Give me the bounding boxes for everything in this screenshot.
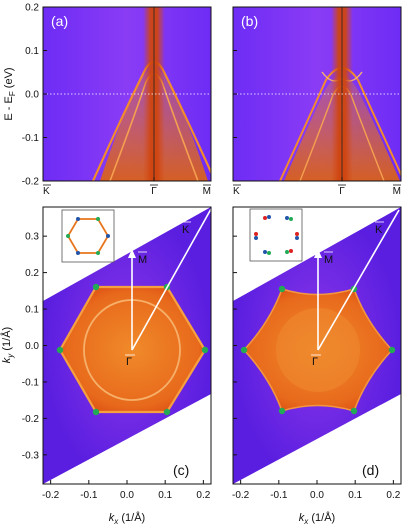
top-y-axis-title: E - EF (eV) xyxy=(3,67,17,120)
panel-b-x-tick-label: Γ xyxy=(339,186,345,197)
panel-d-inset xyxy=(249,208,303,262)
bottom-y-axis-title: ky (1/Å) xyxy=(0,327,15,363)
panel-c-node-1 xyxy=(92,283,100,291)
panel-c-label: (c) xyxy=(173,462,189,478)
panel-d-x-tick-label: 0.1 xyxy=(348,490,362,501)
panel-c-inset-node xyxy=(76,251,80,255)
panel-c-inset-node xyxy=(66,234,70,238)
panel-a-x-tick-label: Γ xyxy=(151,186,157,197)
axes-layer: 0.20.10.0-0.1-0.2K Γ M K Γ M0.30.20.10.0-0.1-… xyxy=(22,3,402,501)
panel-c-x-tick-label: 0.1 xyxy=(158,490,172,501)
panel-d-x-tick-label: -0.1 xyxy=(270,490,288,501)
panel-d-x-tick-label: -0.2 xyxy=(232,490,250,501)
panel-c-m-arrowhead xyxy=(128,249,136,258)
panel-d-k-label: K xyxy=(375,224,383,236)
panel-a-x-tick-label: K xyxy=(43,186,50,197)
panel-c-x-tick-label: 0.0 xyxy=(120,490,134,501)
panel-c-node-3 xyxy=(201,346,209,354)
panel-d-m-arrowhead xyxy=(314,249,322,258)
top-y-tick-label: -0.2 xyxy=(22,177,40,188)
panel-d-x-tick-label: 0.0 xyxy=(310,490,324,501)
panel-d-gamma-label: Γ xyxy=(312,356,318,368)
panel-c-k-label: K xyxy=(182,224,190,236)
panel-c-x-axis-title: kx (1/Å) xyxy=(109,511,145,526)
panel-c-m-label: M xyxy=(138,254,147,266)
panel-c-inset-node xyxy=(96,251,100,255)
panel-c-inset-node xyxy=(106,234,110,238)
panel-c-gamma-label: Γ xyxy=(126,356,132,368)
panel-c-x-tick-label: -0.1 xyxy=(80,490,98,501)
panel-c-node-6 xyxy=(56,346,64,354)
panel-c-inset-node xyxy=(76,217,80,221)
panel-d-node-4 xyxy=(350,407,358,415)
panel-b xyxy=(233,7,401,181)
panel-d-node-5 xyxy=(278,407,286,415)
panel-c-node-5 xyxy=(92,408,100,416)
bottom-y-tick-label: -0.2 xyxy=(22,414,40,425)
bottom-y-tick-label: -0.3 xyxy=(22,450,40,461)
panel-b-x-tick-label: M xyxy=(393,186,401,197)
panel-c-inset-node xyxy=(96,217,100,221)
top-y-tick-label: 0.2 xyxy=(25,3,39,14)
panel-d-node-1 xyxy=(278,285,286,293)
panel-d-m-label: M xyxy=(324,254,333,266)
panel-a-label: (a) xyxy=(51,13,68,29)
panel-b-x-tick-label: K xyxy=(233,186,240,197)
top-y-tick-label: 0.0 xyxy=(25,90,39,101)
panel-d-inset-nodes xyxy=(254,215,299,255)
panel-d-node-6 xyxy=(240,346,248,354)
panel-c-node-4 xyxy=(163,408,171,416)
panel-a-x-tick-label: M xyxy=(203,186,211,197)
top-y-tick-label: -0.1 xyxy=(22,133,40,144)
panel-d-k-arrow xyxy=(317,209,400,351)
bottom-y-tick-label: 0.2 xyxy=(25,268,39,279)
panel-c-k-arrow xyxy=(131,208,211,351)
panel-c-x-tick-label: -0.2 xyxy=(42,490,60,501)
bottom-y-tick-label: 0.1 xyxy=(25,305,39,316)
panel-d-x-axis-title: kx (1/Å) xyxy=(299,511,335,526)
bottom-y-tick-label: -0.1 xyxy=(22,377,40,388)
bottom-y-tick-label: 0.0 xyxy=(25,341,39,352)
panel-b-label: (b) xyxy=(241,13,258,29)
panel-d xyxy=(233,207,401,484)
bottom-y-tick-label: 0.3 xyxy=(25,232,39,243)
panel-a xyxy=(43,7,211,181)
panel-d-node-3 xyxy=(388,346,396,354)
panel-d-x-tick-label: 0.2 xyxy=(386,490,400,501)
panel-c-x-tick-label: 0.2 xyxy=(196,490,210,501)
panel-d-label: (d) xyxy=(362,462,379,478)
top-y-tick-label: 0.1 xyxy=(25,46,39,57)
panel-c xyxy=(43,207,211,484)
